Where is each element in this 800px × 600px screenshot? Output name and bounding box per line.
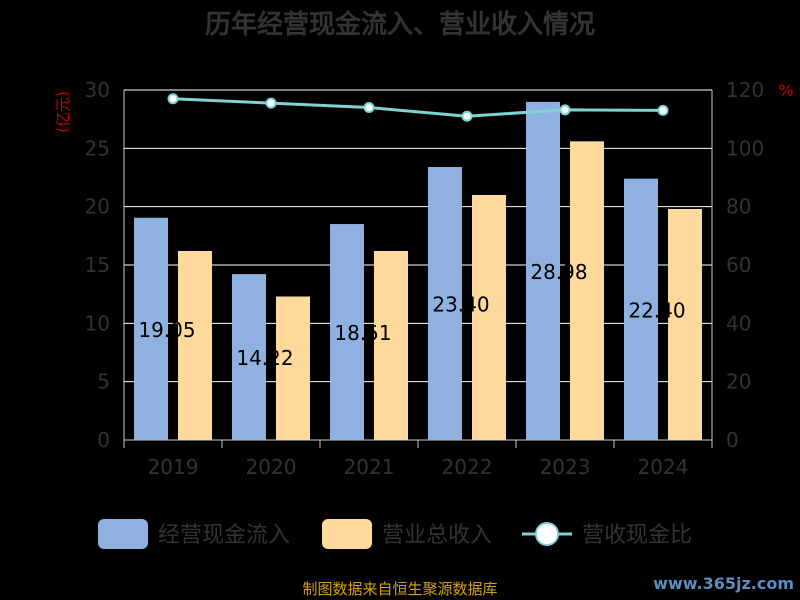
legend-label: 营收现金比 — [582, 523, 692, 548]
y-right-tick-label: 40 — [726, 311, 751, 335]
y-right-tick-label: 120 — [726, 78, 764, 102]
y-left-tick-label: 20 — [85, 195, 110, 219]
y-right-tick-label: 80 — [726, 195, 751, 219]
x-tick-label: 2024 — [638, 455, 689, 479]
x-tick-label: 2021 — [344, 455, 395, 479]
x-tick-label: 2023 — [540, 455, 591, 479]
x-tick-label: 2019 — [148, 455, 199, 479]
y-right-tick-label: 60 — [726, 253, 751, 277]
watermark-text: www.365jz.com — [653, 574, 794, 593]
data-label: 22.40 — [628, 298, 685, 322]
bar-revenue — [472, 195, 506, 440]
y-left-tick-label: 15 — [85, 253, 110, 277]
data-label: 14.22 — [236, 346, 293, 370]
line-point — [265, 97, 277, 109]
y-left-tick-label: 0 — [97, 428, 110, 452]
data-label: 19.05 — [138, 318, 195, 342]
line-cash-ratio — [172, 97, 664, 118]
y-right-tick-label: 0 — [726, 428, 739, 452]
x-tick-label: 2020 — [246, 455, 297, 479]
bar-cash-inflow — [428, 167, 462, 440]
line-point — [559, 104, 571, 116]
legend-marker — [535, 522, 559, 546]
y-left-unit-label: (亿元) — [54, 91, 72, 133]
line-point — [461, 110, 473, 122]
bar-revenue — [374, 251, 408, 440]
y-right-tick-label: 20 — [726, 370, 751, 394]
bar-revenue — [276, 296, 310, 440]
bar-cash-inflow — [330, 224, 364, 440]
bar-cash-inflow — [526, 101, 560, 441]
bar-cash-inflow — [134, 217, 168, 440]
data-label: 23.40 — [432, 293, 489, 317]
y-left-tick-label: 10 — [85, 311, 110, 335]
y-left-tick-label: 30 — [85, 78, 110, 102]
data-label: 28.98 — [530, 260, 587, 284]
bar-cash-inflow — [624, 178, 658, 440]
bar-cash-inflow — [232, 274, 266, 440]
bar-revenue — [570, 141, 604, 441]
y-right-unit-label: % — [778, 81, 793, 100]
bar-revenue — [178, 251, 212, 440]
x-tick-label: 2022 — [442, 455, 493, 479]
y-left-tick-label: 5 — [97, 370, 110, 394]
legend-swatch — [98, 519, 148, 549]
y-right-tick-label: 100 — [726, 136, 764, 160]
source-note: 制图数据来自恒生聚源数据库 — [302, 580, 498, 598]
legend-swatch — [322, 519, 372, 549]
line-point — [167, 93, 179, 105]
y-left-tick-label: 25 — [85, 136, 110, 160]
line-point — [657, 104, 669, 116]
data-label: 18.51 — [334, 321, 391, 345]
legend-label: 经营现金流入 — [158, 523, 290, 548]
bar-revenue — [668, 209, 702, 440]
legend-label: 营业总收入 — [382, 523, 492, 548]
line-point — [363, 102, 375, 113]
chart-title: 历年经营现金流入、营业收入情况 — [204, 10, 595, 40]
